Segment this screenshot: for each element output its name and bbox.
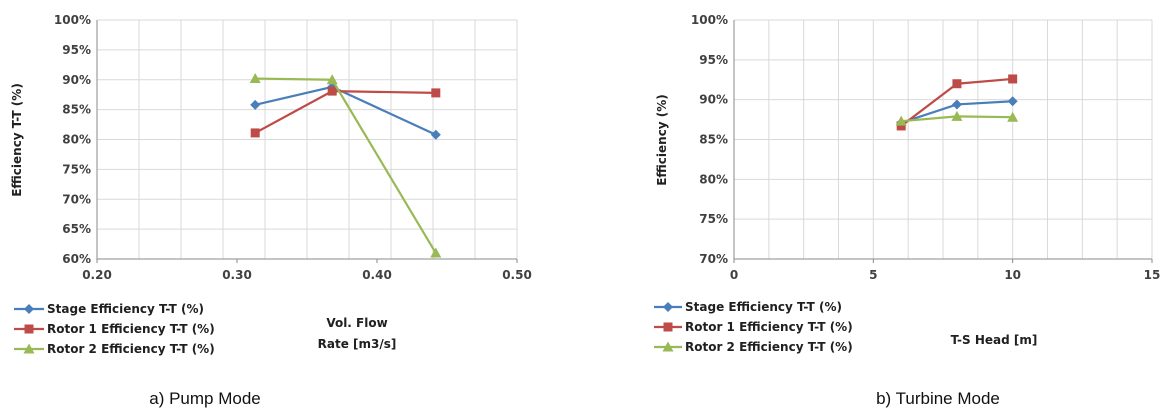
pump-ytick-label: 90% [62,73,91,87]
turbine-legend-label: Rotor 2 Efficiency T-T (%) [685,340,853,354]
pump-legend-marker [24,304,34,314]
pump-data-point [249,73,261,84]
pump-ytick-label: 75% [62,162,91,176]
turbine-data-point [1008,74,1018,84]
pump-ytick-label: 80% [62,133,91,147]
pump-chart: 60% 65% 70% 75% 80% 85% 90% 95% 100% 0.20 0.30 0.40… [10,13,532,408]
turbine-xtick-label: 5 [869,268,877,282]
pump-xtick-label: 0.50 [502,268,532,282]
pump-ytick-label: 85% [62,103,91,117]
pump-x-axis-title: Rate [m3/s] [318,337,397,351]
turbine-legend-marker [663,302,673,312]
turbine-ytick-label: 85% [699,133,728,147]
pump-data-point [326,74,338,85]
pump-caption: a) Pump Mode [149,389,261,408]
pump-ytick-label: 95% [62,43,91,57]
turbine-data-point [896,121,906,131]
turbine-legend-marker [662,341,674,352]
pump-data-point [431,88,441,98]
pump-legend-label: Rotor 1 Efficiency T-T (%) [47,322,215,336]
turbine-xtick-label: 15 [1144,268,1161,282]
pump-data-point [250,99,261,110]
turbine-data-point [1007,111,1019,122]
turbine-x-axis-title: T-S Head [m] [951,333,1038,347]
pump-data-point [430,129,441,140]
pump-ytick-label: 70% [62,192,91,206]
turbine-ytick-label: 95% [699,53,728,67]
turbine-data-point [895,115,907,126]
turbine-y-axis-title: Efficiency (%) [655,94,669,186]
pump-xtick-label: 0.40 [362,268,392,282]
pump-legend-label: Rotor 2 Efficiency T-T (%) [47,342,215,356]
turbine-ytick-label: 80% [699,172,728,186]
turbine-data-point [951,110,963,121]
pump-legend-label: Stage Efficiency T-T (%) [47,302,204,316]
pump-ytick-label: 60% [62,252,91,266]
turbine-legend-marker [663,322,673,332]
pump-data-point [250,128,260,138]
turbine-caption: b) Turbine Mode [876,389,1000,408]
turbine-ytick-label: 70% [699,252,728,266]
turbine-ytick-label: 75% [699,212,728,226]
turbine-chart: 70% 75% 80% 85% 90% 95% 100% 0 5 10 15 Efficiency (… [654,13,1160,408]
pump-data-point [327,86,337,96]
pump-ytick-label: 65% [62,222,91,236]
pump-series-line-1 [254,85,437,136]
pump-legend-marker [23,343,35,354]
turbine-xtick-label: 0 [730,268,738,282]
pump-series-line-2 [254,89,436,134]
turbine-ytick-label: 100% [691,13,728,27]
pump-data-point [430,247,442,258]
turbine-legend-label: Rotor 1 Efficiency T-T (%) [685,320,853,334]
pump-legend-marker [24,324,34,334]
pump-xtick-label: 0.30 [222,268,252,282]
turbine-ytick-label: 90% [699,93,728,107]
turbine-data-point [951,99,962,110]
pump-ytick-label: 100% [54,13,91,27]
turbine-xtick-label: 10 [1004,268,1021,282]
turbine-legend-label: Stage Efficiency T-T (%) [685,300,842,314]
turbine-data-point [952,79,962,89]
pump-y-axis-title: Efficiency T-T (%) [10,83,24,197]
pump-series-line-3 [255,77,437,254]
pump-xtick-label: 0.20 [82,268,112,282]
turbine-data-point [1007,96,1018,107]
pump-x-axis-title: Vol. Flow [326,316,387,330]
